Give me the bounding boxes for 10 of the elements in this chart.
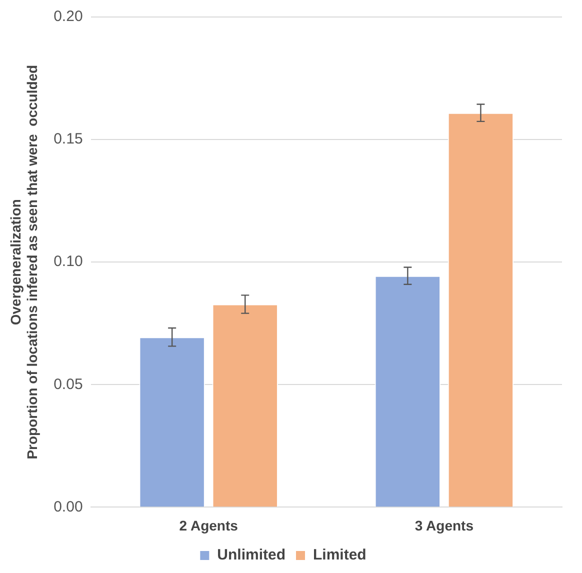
y-tick-label: 0.20 — [54, 8, 83, 26]
y-tick-label: 0.15 — [54, 130, 83, 148]
y-tick-label: 0.05 — [54, 376, 83, 393]
legend-label: Unlimited — [217, 546, 286, 564]
y-tick-label: 0.00 — [54, 498, 83, 516]
legend-label: Limited — [313, 546, 366, 564]
y-tick-label: 0.10 — [54, 253, 83, 270]
x-tick-label: 3 Agents — [414, 517, 474, 534]
x-tick-label: 2 Agents — [179, 517, 238, 534]
y-axis-title: Overgeneralization Proportion of locations infered as seen that were occulded — [7, 64, 40, 460]
